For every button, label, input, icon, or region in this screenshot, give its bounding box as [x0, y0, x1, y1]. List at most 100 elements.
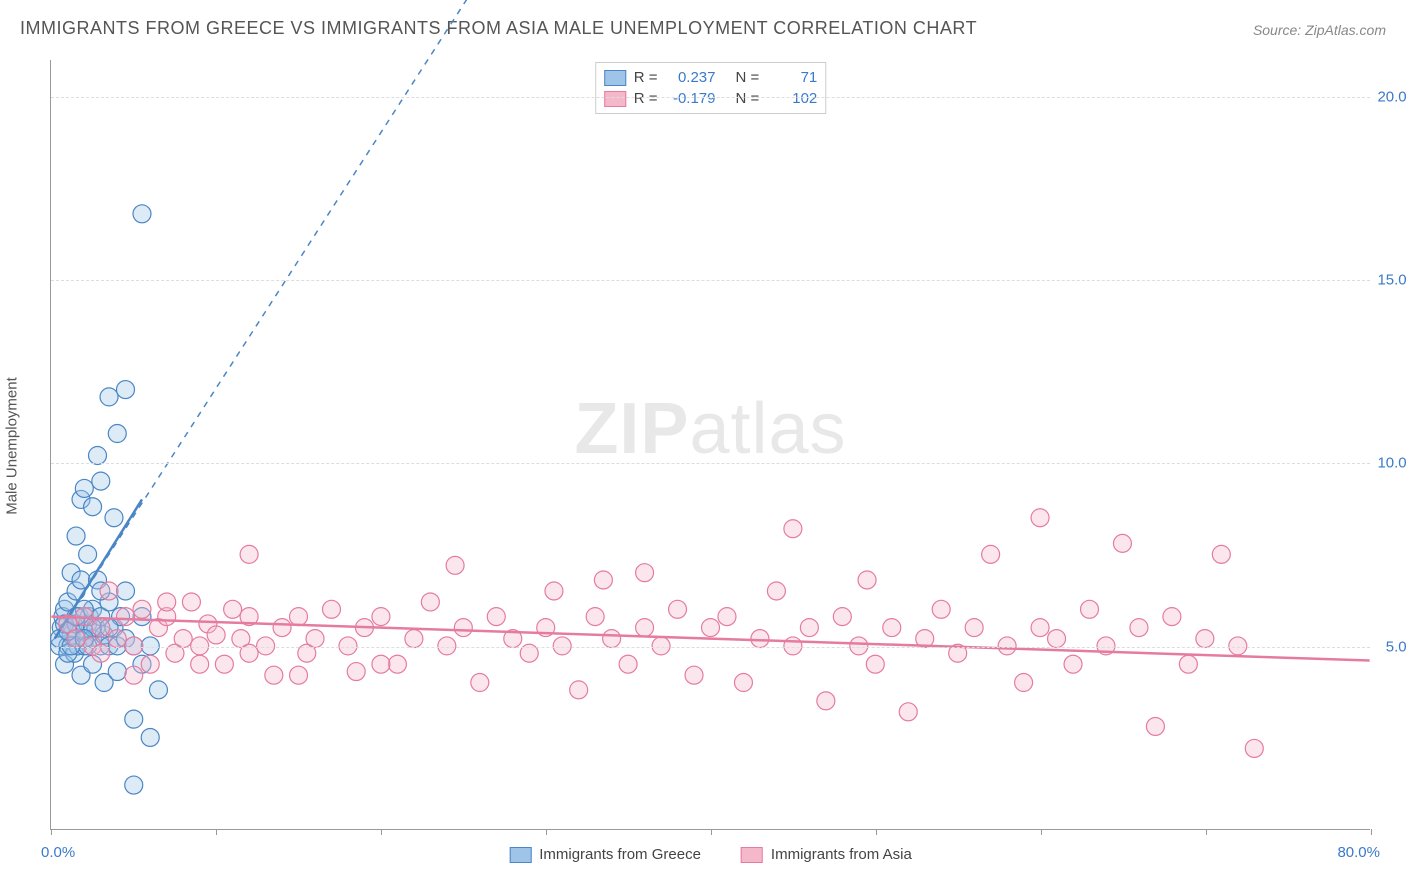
legend-r-value: -0.179	[666, 90, 716, 107]
data-point	[75, 479, 93, 497]
data-point	[833, 608, 851, 626]
data-point	[965, 619, 983, 637]
data-point	[1163, 608, 1181, 626]
data-point	[1031, 509, 1049, 527]
data-point	[1179, 655, 1197, 673]
data-point	[1245, 739, 1263, 757]
data-point	[899, 703, 917, 721]
legend-series-item: Immigrants from Asia	[741, 846, 912, 863]
data-point	[603, 630, 621, 648]
y-tick-label: 20.0%	[1374, 88, 1406, 105]
data-point	[240, 545, 258, 563]
data-point	[1015, 674, 1033, 692]
x-max-label: 80.0%	[1337, 844, 1380, 861]
gridline	[51, 280, 1370, 281]
data-point	[347, 663, 365, 681]
data-point	[117, 608, 135, 626]
data-point	[191, 655, 209, 673]
data-point	[767, 582, 785, 600]
legend-swatch	[604, 70, 626, 86]
data-point	[215, 655, 233, 673]
legend-r-label: R =	[634, 69, 658, 86]
data-point	[982, 545, 1000, 563]
data-point	[290, 666, 308, 684]
data-point	[372, 655, 390, 673]
data-point	[89, 446, 107, 464]
gridline	[51, 97, 1370, 98]
data-point	[594, 571, 612, 589]
data-point	[1081, 600, 1099, 618]
data-point	[141, 728, 159, 746]
data-point	[858, 571, 876, 589]
x-tick	[1371, 829, 1372, 835]
data-point	[487, 608, 505, 626]
x-tick	[546, 829, 547, 835]
data-point	[784, 520, 802, 538]
gridline	[51, 463, 1370, 464]
data-point	[158, 593, 176, 611]
data-point	[108, 663, 126, 681]
legend-stat-row: R =-0.179N =102	[604, 88, 818, 109]
data-point	[67, 527, 85, 545]
data-point	[79, 545, 97, 563]
data-point	[125, 710, 143, 728]
data-point	[800, 619, 818, 637]
legend-n-label: N =	[736, 90, 760, 107]
data-point	[1196, 630, 1214, 648]
data-point	[421, 593, 439, 611]
data-point	[1212, 545, 1230, 563]
data-point	[817, 692, 835, 710]
data-point	[1113, 534, 1131, 552]
data-point	[636, 564, 654, 582]
legend-series: Immigrants from Greece Immigrants from As…	[509, 846, 912, 863]
legend-stat-row: R =0.237N =71	[604, 67, 818, 88]
data-point	[866, 655, 884, 673]
gridline	[51, 647, 1370, 648]
data-point	[224, 600, 242, 618]
data-point	[125, 666, 143, 684]
data-point	[273, 619, 291, 637]
legend-series-label: Immigrants from Asia	[771, 846, 912, 863]
data-point	[105, 509, 123, 527]
data-point	[1048, 630, 1066, 648]
legend-series-label: Immigrants from Greece	[539, 846, 701, 863]
data-point	[545, 582, 563, 600]
legend-swatch	[509, 847, 531, 863]
y-tick-label: 10.0%	[1374, 455, 1406, 472]
plot-area: ZIPatlas R =0.237N =71R =-0.179N =102 Im…	[50, 60, 1370, 830]
y-tick-label: 15.0%	[1374, 272, 1406, 289]
data-point	[149, 681, 167, 699]
data-point	[586, 608, 604, 626]
data-point	[117, 381, 135, 399]
data-point	[84, 498, 102, 516]
data-point	[636, 619, 654, 637]
data-point	[108, 630, 126, 648]
data-point	[1064, 655, 1082, 673]
data-point	[702, 619, 720, 637]
data-point	[570, 681, 588, 699]
x-tick	[51, 829, 52, 835]
data-point	[454, 619, 472, 637]
data-point	[100, 582, 118, 600]
chart-svg	[51, 60, 1370, 829]
data-point	[372, 608, 390, 626]
legend-n-value: 102	[767, 90, 817, 107]
legend-n-label: N =	[736, 69, 760, 86]
data-point	[405, 630, 423, 648]
data-point	[141, 655, 159, 673]
data-point	[117, 582, 135, 600]
x-tick	[876, 829, 877, 835]
data-point	[734, 674, 752, 692]
x-tick	[216, 829, 217, 835]
data-point	[1130, 619, 1148, 637]
data-point	[446, 556, 464, 574]
source-label: Source: ZipAtlas.com	[1253, 22, 1386, 38]
data-point	[92, 619, 110, 637]
data-point	[182, 593, 200, 611]
data-point	[323, 600, 341, 618]
chart-title: IMMIGRANTS FROM GREECE VS IMMIGRANTS FRO…	[20, 18, 977, 39]
data-point	[388, 655, 406, 673]
data-point	[685, 666, 703, 684]
data-point	[1146, 717, 1164, 735]
legend-swatch	[604, 91, 626, 107]
